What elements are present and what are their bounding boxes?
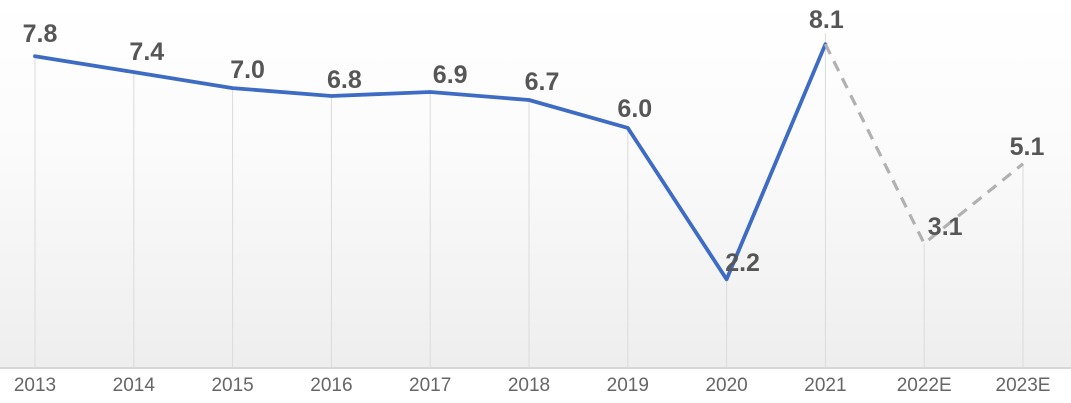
- estimate-series-line: [823, 43, 1025, 246]
- value-label-2019: 6.0: [617, 94, 653, 123]
- value-label-2016: 6.8: [327, 65, 362, 94]
- value-label-2020: 2.2: [725, 249, 760, 278]
- x-axis-label-2015: 2015: [211, 375, 254, 396]
- x-axis-label-2018: 2018: [507, 375, 551, 396]
- x-axis-label-2017: 2017: [409, 375, 452, 396]
- value-label-2022E: 3.1: [927, 213, 963, 242]
- value-label-2023E: 5.1: [1009, 132, 1045, 161]
- chart-canvas: [33, 33, 1025, 367]
- value-label-2014: 7.4: [129, 37, 165, 66]
- value-label-2018: 6.7: [524, 67, 560, 96]
- x-axis-label-2013: 2013: [13, 375, 57, 396]
- value-label-2015: 7.0: [230, 55, 265, 84]
- value-label-2013: 7.8: [22, 19, 58, 48]
- x-axis-label-2022E: 2022E: [896, 375, 952, 396]
- x-axis: 2013 2014 2015 2016 2017 2018 2019 2020 2021 2022…: [0, 369, 1071, 403]
- value-label-2021: 8.1: [809, 5, 844, 34]
- value-label-2017: 6.9: [432, 60, 468, 89]
- x-axis-label-2014: 2014: [112, 375, 155, 396]
- plot-area: 7.8 7.4 7.0 6.8 6.9 6.7 6.0 2.2 8.1 3.1 5.1: [0, 0, 1071, 369]
- x-axis-label-2023E: 2023E: [995, 375, 1051, 396]
- x-axis-label-2019: 2019: [606, 375, 649, 396]
- x-axis-label-2021: 2021: [804, 375, 847, 396]
- x-axis-label-2020: 2020: [705, 375, 748, 396]
- x-axis-label-2016: 2016: [310, 375, 353, 396]
- actual-series-line: [33, 42, 828, 282]
